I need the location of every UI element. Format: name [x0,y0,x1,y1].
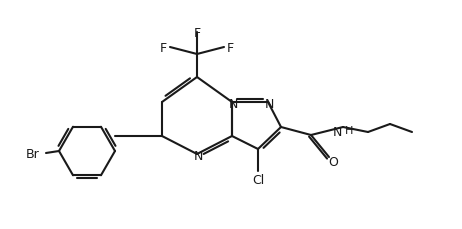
Text: N: N [228,97,237,110]
Text: F: F [160,41,167,54]
Text: H: H [345,125,353,135]
Text: F: F [194,26,201,39]
Text: Br: Br [25,147,39,160]
Text: N: N [333,125,342,138]
Text: Cl: Cl [252,173,264,186]
Text: N: N [193,149,203,162]
Text: F: F [227,41,234,54]
Text: O: O [328,156,338,169]
Text: N: N [264,97,274,110]
